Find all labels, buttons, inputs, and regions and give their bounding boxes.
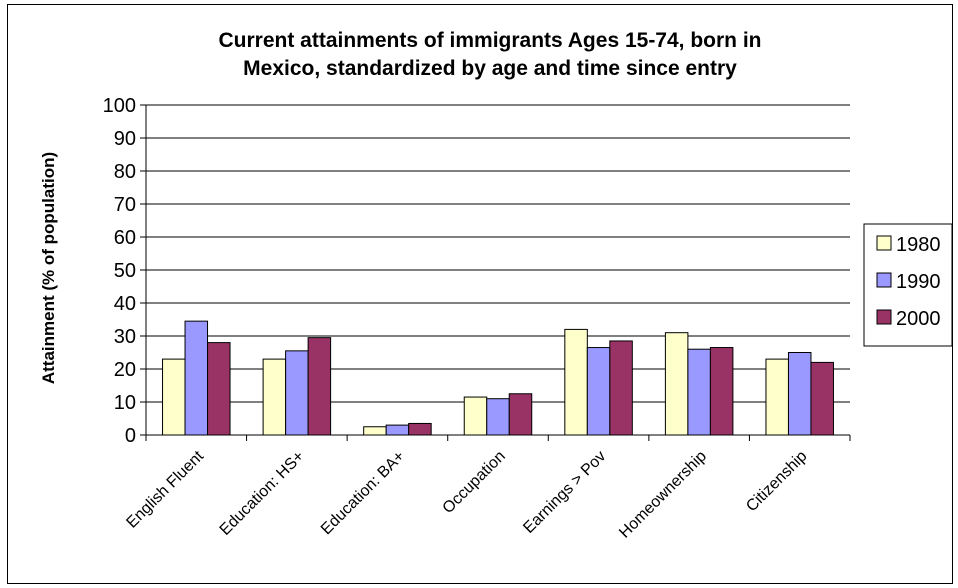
category-label: English Fluent (123, 447, 207, 531)
y-tick-label: 10 (114, 392, 136, 414)
y-tick-label: 40 (114, 293, 136, 315)
bar-2000 (207, 342, 231, 436)
y-tick-label: 50 (114, 260, 136, 282)
bar-1980 (664, 332, 689, 436)
chart-title-line-2: Mexico, standardized by age and time sin… (243, 57, 737, 80)
y-tick-label: 100 (103, 95, 136, 117)
bar-1990 (687, 348, 711, 436)
bar-chart: Current attainments of immigrants Ages 1… (39, 29, 952, 542)
bar-1980 (262, 358, 287, 436)
chart-title: Current attainments of immigrants Ages 1… (219, 29, 762, 80)
legend: 1980 1990 2000 (863, 223, 952, 347)
bar-1980 (463, 396, 488, 436)
chart-frame: Current attainments of immigrants Ages 1… (7, 4, 953, 584)
legend-swatch-1990 (876, 272, 892, 288)
y-tick-label: 60 (114, 227, 136, 249)
y-tick-label: 30 (114, 326, 136, 348)
y-tick-label: 70 (114, 194, 136, 216)
bar-1980 (363, 426, 387, 436)
y-tick-label: 0 (125, 425, 136, 447)
chart-title-line-1: Current attainments of immigrants Ages 1… (219, 29, 762, 52)
y-tick-label: 20 (114, 359, 136, 381)
bar-2000 (307, 337, 332, 436)
legend-swatch-2000 (876, 309, 892, 325)
y-tick-label: 80 (114, 161, 136, 183)
bar-1990 (787, 352, 812, 436)
bars (162, 320, 834, 436)
bar-2000 (810, 361, 834, 436)
category-labels: English Fluent Education: HS+ Education: B… (123, 447, 810, 541)
bar-1990 (385, 424, 410, 436)
bar-2000 (609, 340, 633, 436)
legend-label-1980: 1980 (896, 234, 941, 256)
category-label: Earnings > Pov (520, 448, 609, 537)
legend-swatch-1980 (876, 235, 892, 251)
axes (140, 104, 851, 441)
category-label: Education: HS+ (217, 448, 308, 539)
category-label: Education: BA+ (318, 448, 408, 538)
bar-1990 (285, 350, 309, 436)
bar-1990 (486, 398, 510, 436)
bar-2000 (709, 347, 734, 436)
legend-label-2000: 2000 (896, 308, 941, 330)
bar-1980 (564, 328, 588, 436)
bar-1980 (162, 358, 186, 436)
bar-1990 (184, 320, 209, 436)
category-label: Citizenship (743, 448, 810, 515)
category-label: Occupation (440, 448, 509, 517)
bar-1980 (765, 358, 789, 436)
category-label: Homeownership (616, 448, 710, 542)
bar-1990 (586, 347, 611, 436)
y-axis-title: Attainment (% of population) (39, 152, 58, 384)
y-tick-label: 90 (114, 128, 136, 150)
bar-2000 (408, 422, 432, 436)
legend-label-1990: 1990 (896, 271, 941, 293)
bar-2000 (508, 393, 533, 436)
gridlines (146, 104, 850, 403)
y-tick-labels: 0 10 20 30 40 50 60 70 80 90 100 (103, 95, 136, 447)
